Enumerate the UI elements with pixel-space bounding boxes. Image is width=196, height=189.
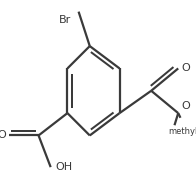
Text: O: O [181,64,190,74]
Text: OH: OH [55,162,73,172]
Text: O: O [181,101,190,111]
Text: O: O [0,130,6,140]
Text: methyl: methyl [168,127,196,136]
Text: Br: Br [59,15,71,25]
